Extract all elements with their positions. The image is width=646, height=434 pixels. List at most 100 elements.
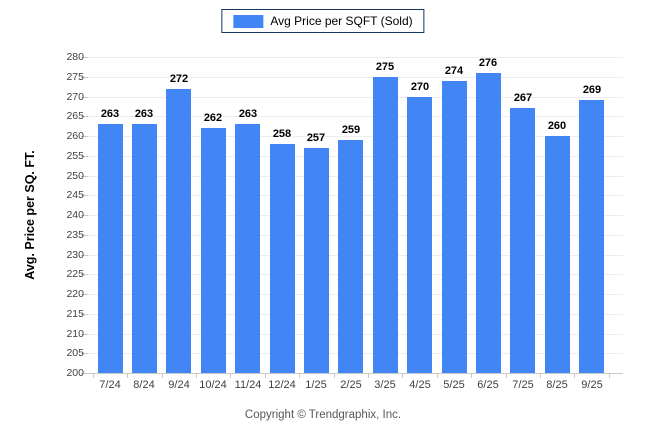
x-axis-tick [471,374,472,378]
y-tick-label: 230 [66,249,84,261]
gridline [88,373,623,374]
bar-value-label: 275 [375,61,395,73]
y-axis-tick [81,255,88,256]
y-axis-tick [81,97,88,98]
y-axis-tick [81,57,88,58]
y-tick-label: 240 [66,209,84,221]
bar-value-label: 276 [478,57,498,69]
x-tick-label: 1/25 [305,379,327,391]
y-tick-label: 210 [66,328,84,340]
bar [132,124,157,373]
copyright-text: Copyright © Trendgraphix, Inc. [244,409,402,421]
x-axis-tick [127,374,128,378]
gridline [88,116,623,117]
gridline [88,77,623,78]
x-tick-label: 2/25 [340,379,362,391]
bar [338,140,363,373]
y-tick-label: 235 [66,229,84,241]
x-tick-label: 9/25 [581,379,603,391]
x-axis-tick [368,374,369,378]
bar-value-label: 260 [547,120,567,132]
y-tick-label: 260 [66,130,84,142]
y-tick-label: 280 [66,51,84,63]
x-tick-label: 10/24 [199,379,227,391]
bar-value-label: 267 [513,92,533,104]
x-axis-tick [334,374,335,378]
y-axis-tick [81,235,88,236]
x-tick-label: 9/24 [168,379,190,391]
x-axis-tick [540,374,541,378]
gridline [88,57,623,58]
bar-value-label: 263 [238,108,258,120]
y-tick-label: 245 [66,189,84,201]
bar [98,124,123,373]
bar [373,77,398,373]
bar-value-label: 272 [169,73,189,85]
y-axis-tick [81,156,88,157]
y-tick-label: 250 [66,170,84,182]
bar [201,128,226,373]
legend: Avg Price per SQFT (Sold) [221,9,425,33]
y-tick-label: 265 [66,110,84,122]
bar [166,89,191,373]
x-axis-tick [162,374,163,378]
x-tick-label: 6/25 [477,379,499,391]
x-tick-label: 8/25 [546,379,568,391]
bar [510,108,535,373]
x-axis-tick [609,374,610,378]
bar-value-label: 269 [582,84,602,96]
y-axis-tick [81,314,88,315]
bar [407,97,432,373]
x-axis-tick [506,374,507,378]
legend-label: Avg Price per SQFT (Sold) [270,14,413,28]
x-axis-tick [93,374,94,378]
x-tick-label: 11/24 [234,379,262,391]
y-axis-tick [81,294,88,295]
bar-value-label: 263 [134,108,154,120]
y-axis-tick [81,274,88,275]
x-axis-tick [437,374,438,378]
y-axis-tick [81,116,88,117]
gridline [88,97,623,98]
y-axis-tick [81,353,88,354]
bar [442,81,467,373]
x-axis-tick [402,374,403,378]
bar [476,73,501,373]
x-axis-tick [299,374,300,378]
x-tick-label: 7/24 [99,379,121,391]
bar-value-label: 262 [203,112,223,124]
bar [235,124,260,373]
x-tick-label: 5/25 [443,379,465,391]
y-tick-label: 270 [66,91,84,103]
x-tick-label: 4/25 [409,379,431,391]
bar-value-label: 274 [444,65,464,77]
bar [579,100,604,373]
y-axis-tick [81,176,88,177]
x-axis-tick [574,374,575,378]
y-axis-title: Avg. Price per SQ. FT. [23,150,37,280]
y-axis-tick [81,195,88,196]
bar-value-label: 259 [341,124,361,136]
bar-value-label: 270 [410,81,430,93]
x-tick-label: 7/25 [512,379,534,391]
x-axis-tick [230,374,231,378]
y-axis-tick [81,215,88,216]
y-tick-label: 225 [66,268,84,280]
y-tick-label: 255 [66,150,84,162]
x-tick-label: 12/24 [268,379,296,391]
x-axis-tick [265,374,266,378]
bar [270,144,295,373]
gridline [88,136,623,137]
y-tick-label: 220 [66,288,84,300]
bar [304,148,329,373]
bar-value-label: 257 [306,132,326,144]
y-tick-label: 275 [66,71,84,83]
x-axis-tick [196,374,197,378]
y-axis-tick [81,334,88,335]
y-tick-label: 205 [66,347,84,359]
y-tick-label: 215 [66,308,84,320]
legend-swatch [233,14,264,28]
y-axis-tick [81,77,88,78]
x-tick-label: 3/25 [374,379,396,391]
